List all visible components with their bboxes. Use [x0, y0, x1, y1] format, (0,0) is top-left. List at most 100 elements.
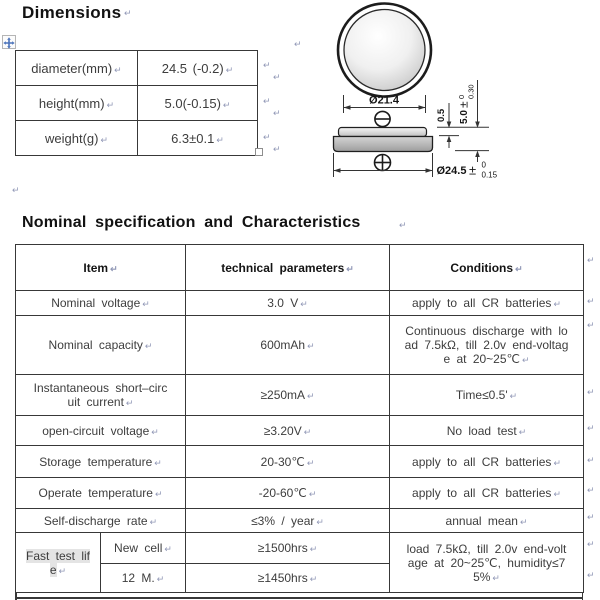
- header-cond: Conditions ↵: [389, 244, 585, 291]
- cell-item: Instantaneous short–circ uit current ↵: [14, 374, 187, 416]
- cell-item: Nominal capacity ↵: [14, 315, 187, 375]
- paragraph-mark: ↵: [225, 64, 234, 75]
- cell-param: -20-60℃ ↵: [185, 477, 391, 509]
- plus-minus-sign: ±: [469, 163, 476, 178]
- paragraph-mark: ↵: [100, 134, 108, 145]
- paragraph-mark: ↵: [316, 516, 324, 527]
- cell-cond: apply to all CR batteries ↵: [389, 290, 585, 316]
- lip-height-label: 0.5: [436, 108, 447, 122]
- table-border-continuation: [15, 597, 583, 599]
- cell-param: 600mAh ↵: [185, 315, 391, 375]
- paragraph-mark: ↵: [110, 263, 118, 274]
- paragraph-mark: ↵: [222, 99, 231, 110]
- paragraph-mark: ↵: [303, 426, 312, 437]
- overall-diameter-label: Ø24.5: [437, 165, 467, 177]
- height-plus-minus: ±: [457, 101, 471, 108]
- paragraph-mark: ↵: [216, 134, 224, 145]
- height-tol-lower: 0.30: [467, 84, 476, 99]
- table-row: Instantaneous short–circ uit current ↵ ≥2…: [14, 374, 585, 416]
- cell-param: 20-30℃ ↵: [185, 445, 391, 478]
- minus-terminal-icon: [374, 110, 391, 128]
- dim-label-weight: weight(g) ↵: [15, 120, 138, 156]
- paragraph-mark: ↵: [263, 96, 271, 106]
- paragraph-mark: ↵: [273, 144, 281, 154]
- paragraph-mark: ↵: [308, 489, 317, 499]
- cell-param: ≥3.20V ↵: [185, 415, 391, 446]
- cell-cond: annual mean ↵: [389, 508, 585, 533]
- paragraph-mark: ↵: [154, 457, 162, 468]
- cell-fast-sub-label: 12 M. ↵: [99, 563, 187, 593]
- paragraph-mark: ↵: [587, 455, 595, 465]
- four-way-arrow-icon: [3, 37, 15, 49]
- paragraph-mark: ↵: [399, 220, 407, 230]
- paragraph-mark: ↵: [309, 574, 318, 584]
- cell-param: ≤3% / year ↵: [185, 508, 391, 533]
- paragraph-mark: ↵: [273, 72, 281, 82]
- paragraph-mark: ↵: [587, 512, 595, 522]
- paragraph-mark: ↵: [58, 565, 67, 576]
- paragraph-mark: ↵: [154, 489, 163, 499]
- cell-cond: apply to all CR batteries ↵: [389, 477, 585, 509]
- dimensions-table: diameter(mm) ↵ 24.5 (-0.2) ↵ height(mm) ↵ 5…: [15, 50, 258, 156]
- paragraph-mark: ↵: [273, 108, 281, 118]
- spec-table: Item ↵ technical parameters ↵ Conditions ↵ …: [14, 244, 585, 593]
- table-row: Operate temperature ↵ -20-60℃ ↵ apply to a…: [14, 477, 585, 509]
- table-border-stub: [581, 592, 583, 600]
- cell-cond: Time≤0.5' ↵: [389, 374, 585, 416]
- paragraph-mark: ↵: [587, 296, 595, 306]
- paragraph-mark: ↵: [509, 391, 518, 401]
- paragraph-mark: ↵: [515, 263, 523, 274]
- paragraph-mark: ↵: [587, 387, 595, 397]
- cell-param: ≥1450hrs ↵: [185, 563, 391, 593]
- paragraph-mark: ↵: [114, 64, 122, 75]
- table-row: Storage temperature ↵ 20-30℃ ↵ apply to al…: [14, 445, 585, 478]
- height-tol-upper: 0: [457, 95, 466, 99]
- dim-value-weight: 6.3±0.1 ↵: [137, 120, 258, 156]
- dim-value-height: 5.0(-0.15) ↵: [137, 85, 258, 121]
- paragraph-mark: ↵: [553, 489, 561, 499]
- paragraph-mark: ↵: [149, 516, 158, 527]
- cell-param: ≥250mA ↵: [185, 374, 391, 416]
- table-row: open-circuit voltage ↵ ≥3.20V ↵ No load te…: [14, 415, 585, 446]
- paragraph-mark: ↵: [300, 299, 308, 309]
- cell-item: Self-discharge rate ↵: [14, 508, 187, 533]
- overall-tol-upper: 0: [482, 161, 487, 170]
- table-row: height(mm) ↵ 5.0(-0.15) ↵: [15, 85, 258, 121]
- paragraph-mark: ↵: [553, 457, 561, 468]
- paragraph-mark: ↵: [553, 299, 561, 309]
- paragraph-mark: ↵: [587, 255, 595, 265]
- cell-side-view-body: [332, 135, 434, 153]
- cell-cond: apply to all CR batteries ↵: [389, 445, 585, 478]
- paragraph-mark: ↵: [587, 485, 595, 495]
- cell-side-view-lip: [337, 126, 428, 138]
- cell-item: open-circuit voltage ↵: [14, 415, 187, 446]
- paragraph-mark: ↵: [142, 299, 150, 309]
- paragraph-mark: ↵: [125, 398, 134, 408]
- table-row: diameter(mm) ↵ 24.5 (-0.2) ↵: [15, 50, 258, 86]
- paragraph-mark: ↵: [519, 516, 528, 527]
- dim-value-diameter: 24.5 (-0.2) ↵: [137, 50, 258, 86]
- paragraph-mark: ↵: [294, 39, 302, 49]
- cell-top-view-lid: [343, 8, 426, 92]
- paragraph-mark: ↵: [587, 320, 595, 330]
- paragraph-mark: ↵: [156, 574, 165, 584]
- paragraph-mark: ↵: [124, 8, 132, 18]
- table-row: Self-discharge rate ↵ ≤3% / year ↵ annual …: [14, 508, 585, 533]
- dim-label-height: height(mm) ↵: [15, 85, 138, 121]
- cell-cond: Continuous discharge with lo ad 7.5kΩ, t…: [389, 315, 585, 375]
- cell-item: Nominal voltage ↵: [14, 290, 187, 316]
- cell-fast-test-group: Fast test lif e ↵: [15, 532, 101, 593]
- cell-cond: No load test ↵: [389, 415, 585, 446]
- paragraph-mark: ↵: [307, 341, 315, 351]
- paragraph-mark: ↵: [492, 572, 500, 583]
- paragraph-mark: ↵: [263, 60, 271, 70]
- cell-param: ≥1500hrs ↵: [185, 532, 391, 564]
- table-header-row: Item ↵ technical parameters ↵ Conditions ↵: [14, 244, 585, 291]
- paragraph-mark: ↵: [309, 544, 318, 554]
- paragraph-mark: ↵: [12, 185, 20, 195]
- table-resize-handle[interactable]: [255, 148, 263, 156]
- paragraph-mark: ↵: [106, 99, 115, 110]
- table-move-handle[interactable]: [2, 35, 16, 49]
- paragraph-mark: ↵: [346, 263, 354, 274]
